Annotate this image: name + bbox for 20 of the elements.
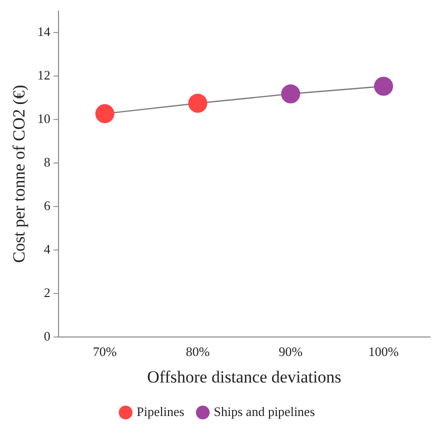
legend-label: Pipelines — [136, 404, 184, 419]
y-tick-label: 14 — [37, 24, 51, 39]
y-tick-label: 12 — [37, 67, 50, 82]
x-tick-label: 90% — [278, 344, 303, 360]
y-tick-label: 6 — [44, 198, 51, 213]
x-tick-label: 70% — [92, 344, 117, 360]
legend-label: Ships and pipelines — [214, 404, 315, 419]
y-tick-label: 10 — [37, 110, 50, 126]
point — [188, 94, 208, 113]
y-tick-label: 2 — [44, 284, 50, 300]
y-tick-label: 0 — [44, 328, 50, 344]
point — [95, 104, 114, 124]
x-tick-label: 80% — [186, 344, 210, 360]
point — [281, 84, 300, 104]
y-tick-label: 4 — [44, 241, 51, 256]
x-tick-label: 100% — [368, 344, 399, 360]
y-axis-title: Cost per tonne of CO2 (€) — [10, 84, 29, 263]
y-tick-label: 8 — [44, 154, 50, 170]
point — [374, 76, 394, 96]
x-axis-title: Offshore distance deviations — [147, 367, 342, 386]
